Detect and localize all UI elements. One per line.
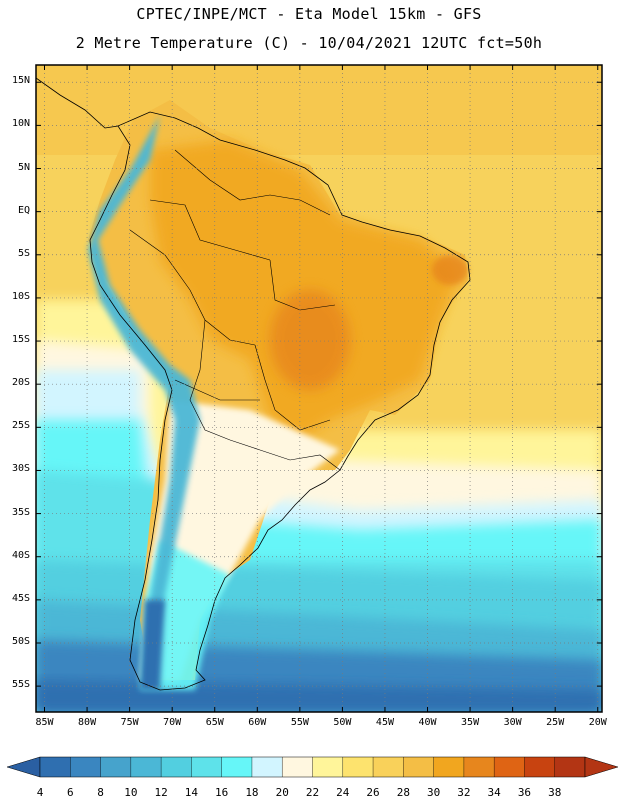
lat-tick-label: 30S <box>11 463 30 475</box>
colorbar-swatch <box>130 757 162 777</box>
lat-tick-label: 35S <box>11 506 30 518</box>
lat-tick-label: 5S <box>17 247 30 259</box>
colorbar-swatch <box>161 757 192 777</box>
axis-ticks <box>36 65 602 712</box>
continent-coastline <box>89 111 471 691</box>
colorbar-tick-label: 16 <box>215 786 229 799</box>
andes-cold-strip <box>88 115 200 680</box>
colorbar-tick-label: 10 <box>124 786 138 799</box>
colorbar-swatch <box>524 757 556 777</box>
colorbar-swatch <box>463 757 495 777</box>
lat-tick-label: 45S <box>11 592 30 604</box>
colorbar-tick-label: 38 <box>548 786 562 799</box>
colorbar-swatch <box>221 757 253 777</box>
colorbar-tick-label: 14 <box>184 786 198 799</box>
colorbar-tick-label: 24 <box>336 786 350 799</box>
lon-tick-label: 50W <box>333 717 352 728</box>
lon-tick-label: 55W <box>290 717 309 728</box>
lat-tick-label: 5N <box>17 161 30 173</box>
colorbar-tick-label: 4 <box>36 786 44 799</box>
lat-tick-label: 40S <box>11 549 30 561</box>
lon-tick-label: 20W <box>588 717 607 728</box>
lon-tick-label: 75W <box>120 717 139 728</box>
lat-tick-label: 10S <box>11 290 30 302</box>
colorbar-tick-label: 18 <box>245 786 259 799</box>
lon-tick-label: 45W <box>375 717 394 728</box>
lon-tick-label: 70W <box>163 717 182 728</box>
colorbar-swatch <box>373 757 404 777</box>
colorbar-swatch <box>554 757 586 777</box>
colorbar-tick-label: 12 <box>154 786 168 799</box>
colorbar-tick-label: 36 <box>517 786 532 799</box>
colorbar-tick-label: 32 <box>457 786 471 799</box>
colorbar-swatch <box>312 757 344 777</box>
colorbar-swatch <box>403 757 435 777</box>
lat-tick-label: 20S <box>11 377 30 389</box>
colorbar-under-arrow <box>6 756 41 778</box>
map-title-line1: CPTEC/INPE/MCT - Eta Model 15km - GFS <box>136 5 482 23</box>
lat-tick-label: 25S <box>11 420 30 432</box>
country-borders <box>129 149 341 471</box>
colorbar-swatch <box>251 757 283 777</box>
colorbar-tick-label: 28 <box>396 786 410 799</box>
colorbar-swatch <box>494 757 525 777</box>
colorbar-swatch <box>100 757 132 777</box>
land-hot-interior <box>150 140 460 440</box>
colorbar-swatch <box>282 757 313 777</box>
colorbar-swatch <box>70 757 102 777</box>
colorbar-tick-label: 6 <box>66 786 74 799</box>
lon-tick-label: 80W <box>78 717 97 728</box>
colorbar-tick-label: 8 <box>97 786 104 799</box>
southern-andes-coldest <box>140 600 165 690</box>
lon-tick-label: 65W <box>205 717 224 728</box>
colorbar-tick-label: 26 <box>366 786 380 799</box>
map-frame <box>35 64 603 713</box>
colorbar-over-arrow <box>584 756 618 778</box>
land-hottest-zone <box>270 290 350 390</box>
colorbar-swatch <box>191 757 223 777</box>
lon-tick-label: 60W <box>248 717 267 728</box>
ocean-tropical-north <box>36 65 602 155</box>
lon-tick-label: 40W <box>418 717 437 728</box>
land-hot-northeast <box>432 255 468 285</box>
lon-tick-label: 25W <box>546 717 565 728</box>
colorbar-swatch <box>40 757 71 777</box>
lat-tick-label: EQ <box>17 204 30 216</box>
colorbar-tick-label: 20 <box>275 786 289 799</box>
colorbar-tick-label: 34 <box>487 786 501 799</box>
colorbar-swatch <box>433 757 465 777</box>
colorbar-tick-label: 30 <box>426 786 441 799</box>
colorbar <box>6 756 618 778</box>
lon-tick-label: 35W <box>461 717 480 728</box>
lon-tick-label: 30W <box>503 717 522 728</box>
lat-tick-label: 10N <box>11 118 30 130</box>
lon-tick-label: 85W <box>35 717 54 728</box>
colorbar-tick-label: 22 <box>305 786 320 799</box>
map-field <box>36 65 602 712</box>
map-title-line2: 2 Metre Temperature (C) - 10/04/2021 12U… <box>75 34 543 52</box>
lat-tick-label: 50S <box>11 635 30 647</box>
lat-tick-label: 15N <box>11 75 30 87</box>
colorbar-swatch <box>342 757 374 777</box>
central-america-coast <box>36 77 119 129</box>
lat-tick-label: 55S <box>11 679 30 691</box>
lat-tick-label: 15S <box>11 334 30 346</box>
